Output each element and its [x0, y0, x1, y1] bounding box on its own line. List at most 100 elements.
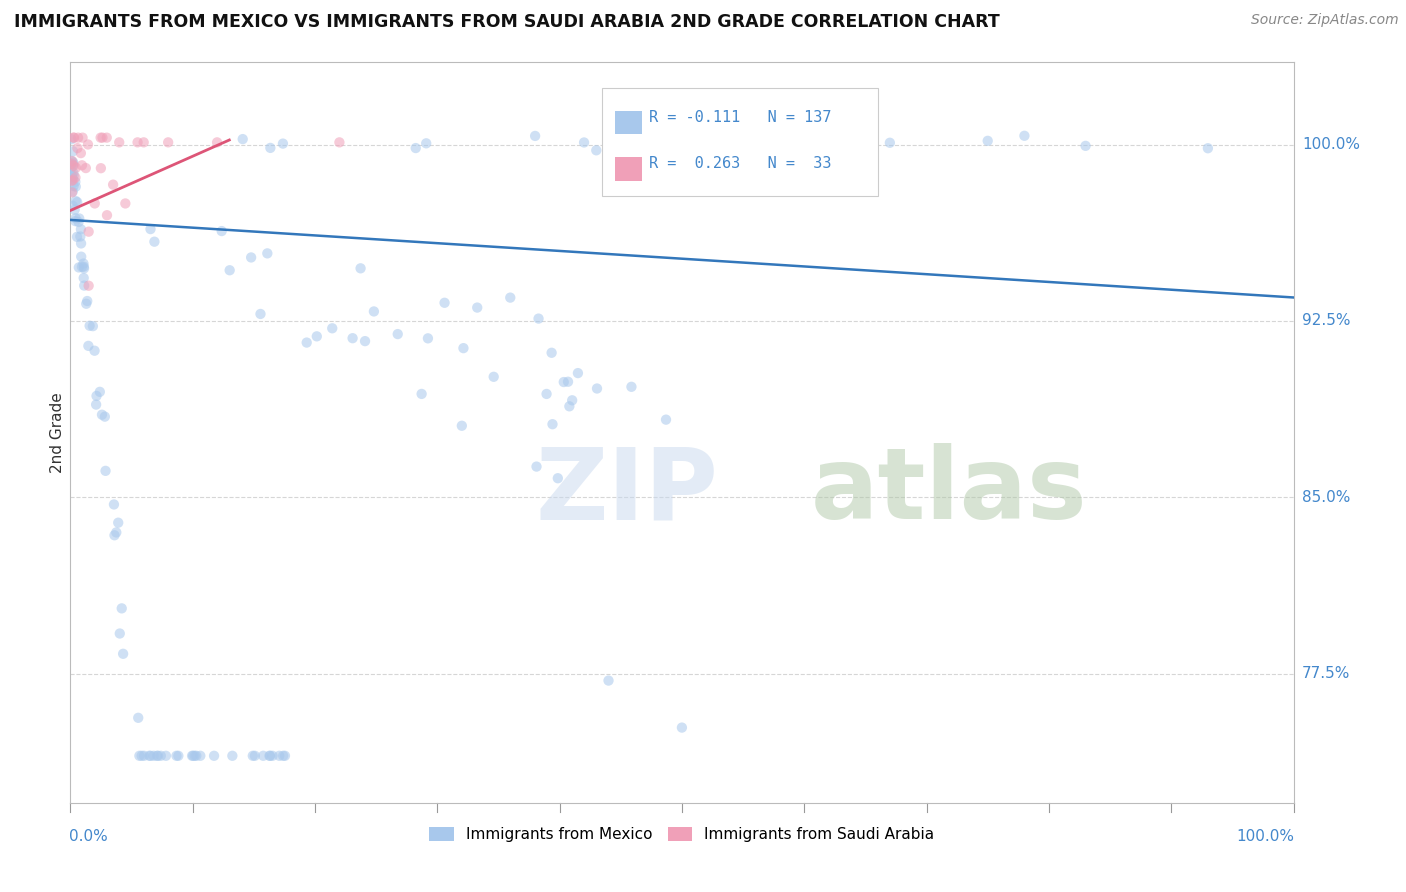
Point — [101, 178, 124, 192]
Point — [655, 412, 678, 426]
Point — [252, 748, 274, 763]
Point — [67, 130, 90, 145]
Point — [242, 748, 264, 763]
Point — [259, 141, 281, 155]
Point — [62, 155, 84, 169]
Point — [60, 170, 83, 185]
Point — [585, 144, 607, 158]
Point — [79, 318, 101, 333]
Point — [65, 179, 87, 194]
Point — [127, 711, 149, 725]
Point — [221, 748, 243, 763]
Point — [96, 208, 118, 222]
Point — [77, 225, 100, 239]
Point — [671, 142, 693, 156]
Point — [567, 366, 589, 380]
Point — [70, 236, 93, 251]
Point — [243, 748, 266, 763]
Point — [586, 382, 609, 396]
Point — [70, 260, 93, 274]
Text: 100.0%: 100.0% — [1302, 137, 1360, 153]
Point — [1014, 128, 1036, 143]
Point — [138, 748, 160, 763]
Point — [86, 389, 108, 403]
Text: 0.0%: 0.0% — [69, 829, 108, 844]
Point — [62, 173, 84, 187]
Point — [482, 369, 505, 384]
Point — [91, 408, 114, 422]
Point — [62, 145, 84, 159]
Point — [143, 235, 166, 249]
Point — [142, 748, 165, 763]
Point — [62, 166, 84, 180]
Point — [90, 161, 112, 176]
Point — [67, 215, 90, 229]
Point — [60, 132, 83, 146]
Point — [146, 748, 169, 763]
Point — [186, 748, 208, 763]
Point — [62, 158, 84, 172]
Point — [65, 175, 87, 189]
FancyBboxPatch shape — [602, 88, 877, 195]
Text: atlas: atlas — [810, 443, 1087, 541]
Point — [157, 136, 180, 150]
Point — [72, 130, 94, 145]
Point — [65, 214, 87, 228]
Point — [146, 748, 169, 763]
Point — [557, 375, 579, 389]
Point — [66, 195, 89, 210]
Point — [218, 263, 240, 277]
Text: R = -0.111   N = 137: R = -0.111 N = 137 — [650, 110, 831, 125]
Point — [60, 161, 83, 175]
Point — [526, 459, 548, 474]
Point — [271, 136, 294, 151]
Text: 100.0%: 100.0% — [1237, 829, 1295, 844]
Point — [328, 136, 350, 150]
Text: ZIP: ZIP — [536, 443, 718, 541]
Text: IMMIGRANTS FROM MEXICO VS IMMIGRANTS FROM SAUDI ARABIA 2ND GRADE CORRELATION CHA: IMMIGRANTS FROM MEXICO VS IMMIGRANTS FRO… — [14, 13, 1000, 31]
Point — [181, 748, 204, 763]
Point — [67, 211, 90, 226]
Point — [108, 136, 131, 150]
Point — [211, 224, 233, 238]
Point — [72, 256, 94, 270]
Point — [67, 260, 90, 275]
Point — [94, 409, 117, 424]
Point — [183, 748, 205, 763]
Point — [205, 136, 228, 150]
Point — [60, 169, 83, 183]
Point — [259, 748, 281, 763]
Point — [620, 380, 643, 394]
Point — [149, 748, 172, 763]
Point — [65, 211, 87, 226]
Point — [76, 293, 98, 308]
Text: Source: ZipAtlas.com: Source: ZipAtlas.com — [1251, 13, 1399, 28]
Point — [103, 498, 125, 512]
Point — [433, 295, 456, 310]
Point — [62, 130, 84, 145]
Y-axis label: 2nd Grade: 2nd Grade — [49, 392, 65, 473]
Point — [60, 154, 83, 169]
Point — [62, 179, 84, 194]
Point — [793, 142, 815, 156]
Point — [879, 136, 901, 150]
Text: 77.5%: 77.5% — [1302, 666, 1350, 681]
Point — [453, 341, 475, 355]
Point — [321, 321, 343, 335]
Point — [62, 159, 84, 173]
Point — [561, 393, 583, 408]
Point — [77, 339, 100, 353]
Point — [65, 161, 87, 175]
Point — [83, 196, 105, 211]
Point — [139, 748, 162, 763]
Point — [256, 246, 278, 260]
Point — [274, 748, 297, 763]
Point — [127, 136, 149, 150]
Point — [842, 133, 865, 147]
Point — [598, 673, 620, 688]
Point — [132, 748, 155, 763]
Point — [70, 222, 93, 236]
Point — [240, 251, 263, 265]
Point — [60, 157, 83, 171]
Point — [415, 136, 437, 151]
